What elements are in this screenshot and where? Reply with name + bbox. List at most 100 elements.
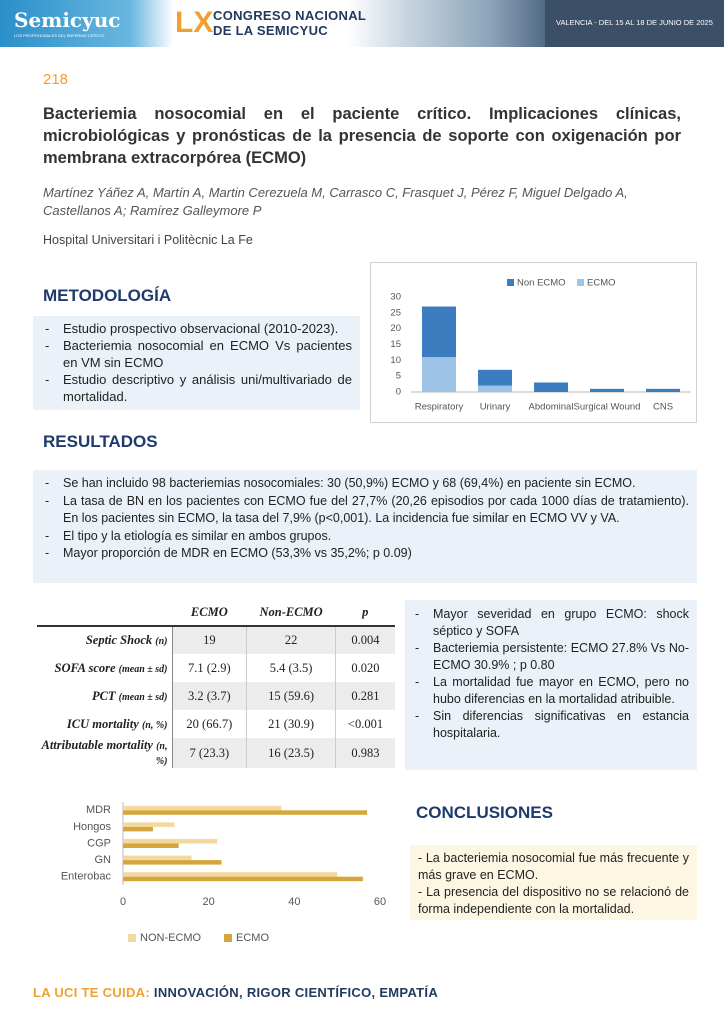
section-heading: METODOLOGÍA <box>43 286 172 305</box>
x-tick-label: Respiratory <box>415 402 464 413</box>
y-tick-label: 5 <box>396 371 401 382</box>
section-heading: RESULTADOS <box>43 432 158 451</box>
header-cell: ECMO <box>172 600 247 627</box>
logo: Semicyuc <box>14 8 121 32</box>
bar <box>422 357 456 392</box>
bar <box>123 843 179 848</box>
row-name: Septic Shock <box>85 633 153 647</box>
y-tick-label: 10 <box>390 355 401 366</box>
chart-frame: 0 5 10 15 20 25 30 Respiratory Urinary Abdominal S… <box>370 262 697 423</box>
table-row: PCT (mean ± sd) 3.2 (3.7) 15 (59.6) 0.281 <box>37 682 395 710</box>
header-cell: Non-ECMO <box>246 600 336 627</box>
findings-box: Mayor severidad en grupo ECMO: shock sép… <box>405 600 697 770</box>
x-tick-label: CNS <box>653 402 673 413</box>
cell: 20 (66.7) <box>172 710 248 738</box>
logo-tagline: LOS PROFESIONALES DEL ENFERMO CRÍTICO <box>14 33 105 38</box>
y-tick-label: 30 <box>390 292 401 303</box>
list-item: El tipo y la etiología es similar en amb… <box>37 528 689 546</box>
abstract-number: 218 <box>43 71 69 88</box>
legend-label: Non ECMO <box>517 278 566 289</box>
cell: 0.983 <box>335 738 395 768</box>
row-unit: (n) <box>155 636 168 647</box>
x-tick-label: 60 <box>374 896 386 908</box>
row-label: PCT (mean ± sd) <box>37 682 173 710</box>
legend-label: NON-ECMO <box>140 932 202 944</box>
bar <box>123 876 363 882</box>
legend-swatch <box>507 279 514 286</box>
list-item: Estudio prospectivo observacional (2010-… <box>37 320 352 337</box>
list: Estudio prospectivo observacional (2010-… <box>37 320 352 405</box>
bar <box>590 388 624 392</box>
bar <box>123 826 153 832</box>
results-box: Se han incluido 98 bacteriemias nosocomi… <box>33 470 697 583</box>
cell: 0.281 <box>335 682 395 710</box>
footer-lead: LA UCI TE CUIDA: <box>33 985 150 1000</box>
x-tick-label: 0 <box>120 896 126 908</box>
bar <box>123 839 218 844</box>
y-tick-label: 25 <box>390 307 401 318</box>
list: Mayor severidad en grupo ECMO: shock sép… <box>407 606 689 742</box>
y-tick-label: 15 <box>390 339 401 350</box>
y-tick-label: GN <box>95 854 112 866</box>
bar <box>123 805 282 811</box>
y-tick-label: 0 <box>396 387 401 398</box>
cell: 19 <box>172 626 248 654</box>
x-tick-label: Urinary <box>480 402 511 413</box>
list-item: Mayor severidad en grupo ECMO: shock sép… <box>407 606 689 640</box>
bar <box>123 872 338 877</box>
bar <box>123 822 175 827</box>
x-tick-label: 40 <box>288 896 300 908</box>
congress: CONGRESO NACIONAL <box>213 8 367 23</box>
cell: 22 <box>246 626 336 654</box>
bar <box>123 860 222 865</box>
cell: 0.020 <box>351 660 380 675</box>
row-label: ICU mortality (n, %) <box>37 710 173 738</box>
x-tick-label: Abdominal <box>529 402 574 413</box>
row-unit: (mean ± sd) <box>118 663 168 675</box>
cell: 7 (23.3) <box>172 738 248 768</box>
row-name: ICU mortality <box>66 716 139 731</box>
list-item: Se han incluido 98 bacteriemias nosocomi… <box>37 475 689 493</box>
section-heading: CONCLUSIONES <box>416 803 553 822</box>
conclusions-box: - La bacteriemia nosocomial fue más frec… <box>410 845 697 920</box>
y-tick-label: Hongos <box>73 821 111 833</box>
bar <box>478 385 512 392</box>
list-item: Mayor proporción de MDR en ECMO (53,3% v… <box>37 545 689 563</box>
cell: 3.2 (3.7) <box>172 682 248 710</box>
cell: 5.4 (3.5) <box>246 654 336 682</box>
y-tick-label: 20 <box>390 323 401 334</box>
legend-swatch <box>128 934 136 942</box>
y-tick-label: Enterobac <box>61 871 112 883</box>
bar <box>123 810 368 815</box>
cell: 16 (23.5) <box>246 738 336 768</box>
chart: 0 20 40 60 MDR Hongos CGP GN Enterobac NON-ECMO EC… <box>61 802 386 944</box>
y-tick-label: CGP <box>87 837 111 849</box>
cell: 0.004 <box>335 626 395 654</box>
methodology-box: Estudio prospectivo observacional (2010-… <box>33 316 360 410</box>
congress: DE LA SEMICYUC <box>213 23 328 38</box>
list-item: La tasa de BN en los pacientes con ECMO … <box>37 493 689 528</box>
list-item: Sin diferencias significativas en estanc… <box>407 708 689 742</box>
list-item: Estudio descriptivo y análisis uni/multi… <box>37 371 352 405</box>
legend-label: ECMO <box>587 278 616 289</box>
affiliation: Hospital Universitari i Politècnic La Fe <box>43 233 253 247</box>
footer-motto: INNOVACIÓN, RIGOR CIENTÍFICO, EMPATÍA <box>153 985 439 1000</box>
table-header: ECMO Non-ECMO p <box>37 600 395 627</box>
list-item: Bacteriemia nosocomial en ECMO Vs pacien… <box>37 337 352 371</box>
venue: VALENCIA - DEL 15 AL 18 DE JUNIO DE 2025 <box>556 18 713 27</box>
cell: 7.1 (2.9) <box>172 654 248 682</box>
row-label: Septic Shock (n) <box>37 626 173 654</box>
legend-swatch <box>224 934 232 942</box>
list: - La bacteriemia nosocomial fue más frec… <box>414 850 689 918</box>
row-name: SOFA score <box>54 660 116 675</box>
table-row: SOFA score (mean ± sd) 7.1 (2.9) 5.4 (3.5)… <box>37 654 395 682</box>
edition: LX <box>175 6 214 39</box>
table: ECMO Non-ECMO p Septic Shock (n) 19 22 0.004 SO… <box>37 600 395 768</box>
cell: <0.001 <box>347 716 384 731</box>
legend-swatch <box>577 279 584 286</box>
list-item: La mortalidad fue mayor en ECMO, pero no… <box>407 674 689 708</box>
bar <box>534 382 568 392</box>
chart: 0 5 10 15 20 25 30 Respiratory Urinary Abdominal S… <box>390 278 691 413</box>
